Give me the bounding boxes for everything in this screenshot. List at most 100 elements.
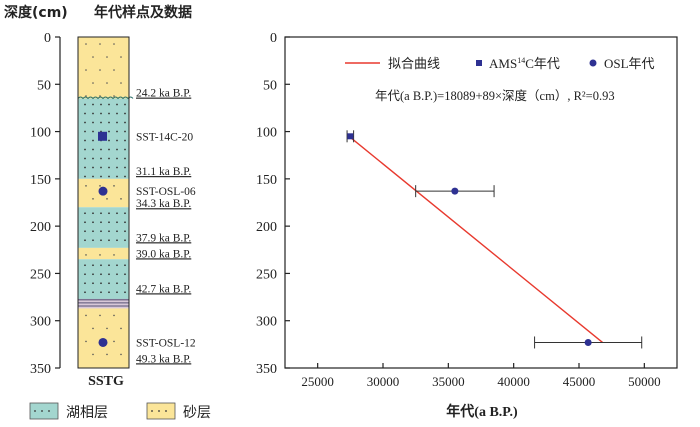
sand-texture-dot (85, 314, 87, 317)
y-tick-label: 350 (256, 362, 277, 377)
banded-layer-stripe (78, 306, 129, 309)
y-tick-label: 150 (256, 173, 277, 188)
lake-texture-dot (124, 112, 126, 115)
lake-texture-dot (92, 282, 94, 285)
y-tick-label: 300 (256, 315, 277, 330)
lake-texture-dot (116, 139, 118, 142)
sand-texture-dot (85, 185, 87, 187)
sand-texture-dot (113, 254, 115, 256)
legend-osl-label: OSL年代 (604, 56, 655, 71)
sand-layer (78, 37, 129, 99)
lake-texture-dot (124, 282, 126, 285)
lake-texture-dot (84, 157, 86, 160)
lake-texture-dot (100, 239, 102, 242)
lake-texture-dot (108, 282, 110, 285)
x-tick-label: 40000 (497, 374, 530, 389)
lake-texture-dot (84, 230, 86, 233)
lake-texture-dot (92, 273, 94, 276)
banded-layer-stripe (78, 300, 129, 303)
depth-tick-label: 250 (30, 267, 51, 282)
lake-texture-dot (100, 103, 102, 106)
lake-texture-dot (92, 264, 94, 267)
lake-texture-dot (116, 166, 118, 169)
sand-texture-dot (85, 340, 87, 343)
y-tick-label: 200 (256, 220, 277, 235)
sample-label: SST-14C-20 (136, 131, 193, 143)
lake-texture-dot (124, 130, 126, 133)
sand-texture-dot (106, 353, 108, 356)
osl-point (584, 338, 592, 346)
lake-texture-dot (100, 212, 102, 215)
depth-tick-label: 200 (30, 220, 51, 235)
lake-texture-dot (124, 291, 126, 294)
lake-texture-dot (116, 212, 118, 215)
legend-texture-dot (41, 410, 43, 412)
age-label: 39.0 ka B.P. (136, 248, 191, 260)
column-border (77, 36, 130, 369)
x-axis-label: 年代(a B.P.) (446, 403, 518, 420)
lake-texture-dot (124, 139, 126, 142)
sand-texture-dot (106, 56, 108, 58)
lake-texture-dot (124, 239, 126, 242)
lake-texture-dot (124, 103, 126, 106)
lake-texture-dot (100, 148, 102, 151)
banded-layer-stripe (78, 298, 129, 301)
sand-texture-dot (113, 340, 115, 343)
lake-texture-dot (124, 273, 126, 276)
core-column (77, 36, 134, 369)
lake-texture-dot (108, 239, 110, 242)
age-label: 49.3 ka B.P. (136, 353, 191, 365)
lake-texture-dot (84, 264, 86, 267)
sand-texture-dot (106, 82, 108, 84)
legend-osl-marker (589, 59, 597, 67)
sand-texture-dot (92, 353, 94, 356)
lake-texture-dot (108, 121, 110, 124)
lake-texture-dot (124, 221, 126, 224)
lake-texture-dot (108, 264, 110, 267)
lake-texture-dot (124, 264, 126, 267)
lake-texture-dot (116, 112, 118, 115)
lake-texture-dot (84, 239, 86, 242)
sand-texture-dot (99, 95, 101, 97)
lake-texture-dot (124, 212, 126, 215)
lake-texture-dot (100, 166, 102, 169)
lake-texture-dot (100, 230, 102, 233)
lake-texture-dot (92, 148, 94, 151)
lake-texture-dot (124, 157, 126, 160)
sand-texture-dot (120, 82, 122, 84)
lake-texture-dot (92, 103, 94, 106)
sand-texture-dot (99, 314, 101, 317)
sand-texture-dot (106, 198, 108, 200)
sand-texture-dot (85, 95, 87, 97)
sand-texture-dot (120, 56, 122, 58)
y-tick-label: 250 (256, 267, 277, 282)
lake-texture-dot (124, 166, 126, 169)
lake-texture-dot (108, 212, 110, 215)
age-depth-chart: 0 50 100 150 200 250 300 350 25000 30000 35000 4000… (256, 31, 678, 420)
fit-line (348, 135, 603, 344)
lake-texture-dot (84, 175, 86, 178)
sand-layer (78, 247, 129, 260)
legend-ams-marker (476, 60, 482, 66)
banded-layer-stripe (78, 305, 129, 307)
chart-axes: 0 50 100 150 200 250 300 350 25000 30000 35000 4000… (256, 31, 678, 389)
legend-texture-dot (34, 410, 36, 412)
legend-label-sand: 砂层 (183, 405, 211, 421)
depth-axis-label: 深度(cm) (4, 4, 68, 21)
sand-texture-dot (120, 327, 122, 330)
depth-tick-label: 150 (30, 173, 51, 188)
lake-texture-dot (116, 282, 118, 285)
lake-texture-dot (108, 130, 110, 133)
age-label: 34.3 ka B.P. (136, 198, 191, 210)
legend-texture-dot (158, 410, 160, 412)
lake-texture-dot (100, 264, 102, 267)
x-tick-label: 30000 (367, 374, 400, 389)
lake-texture-dot (116, 103, 118, 106)
lake-layer (78, 207, 129, 248)
lake-texture-dot (84, 130, 86, 133)
lake-texture-dot (108, 157, 110, 160)
lake-texture-dot (116, 157, 118, 160)
sand-texture-dot (92, 56, 94, 58)
age-label: 31.1 ka B.P. (136, 166, 191, 178)
lake-texture-dot (108, 112, 110, 115)
